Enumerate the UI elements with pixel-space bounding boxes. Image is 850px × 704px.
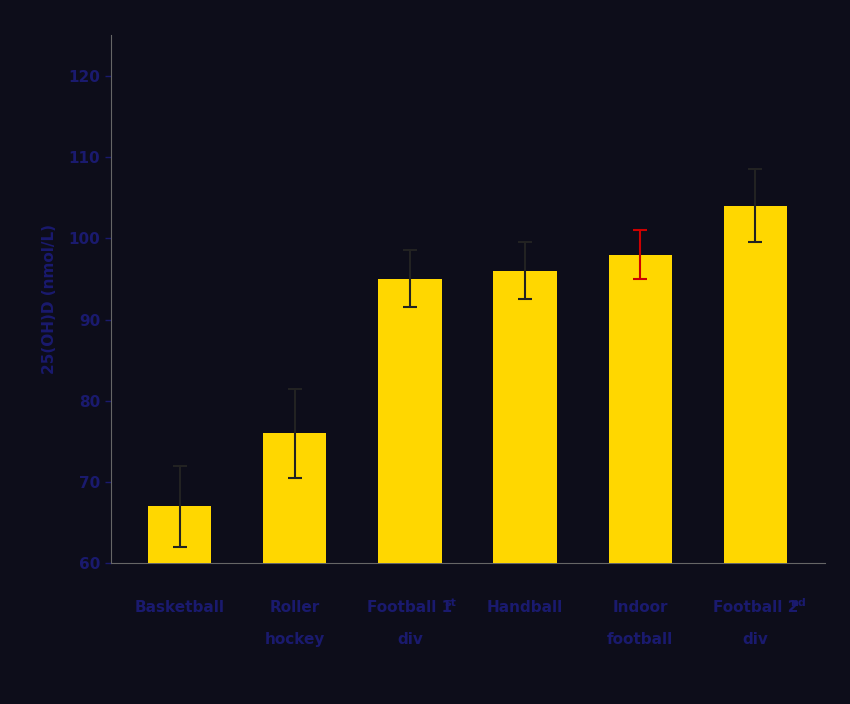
Bar [493,271,557,563]
Text: nd: nd [790,598,806,608]
Bar [148,506,212,563]
Text: Roller: Roller [269,600,320,615]
Text: div: div [742,632,768,647]
Bar [264,433,326,563]
Text: Basketball: Basketball [134,600,224,615]
Text: Handball: Handball [487,600,564,615]
Text: Football 2: Football 2 [712,600,798,615]
Bar [723,206,787,563]
Text: Indoor: Indoor [613,600,668,615]
Y-axis label: 25(OH)D (nmol/L): 25(OH)D (nmol/L) [42,224,57,375]
Bar [609,255,672,563]
Text: hockey: hockey [264,632,325,647]
Text: st: st [445,598,456,608]
Text: div: div [397,632,422,647]
Text: football: football [607,632,673,647]
Text: Football 1: Football 1 [367,600,452,615]
Bar [378,279,442,563]
